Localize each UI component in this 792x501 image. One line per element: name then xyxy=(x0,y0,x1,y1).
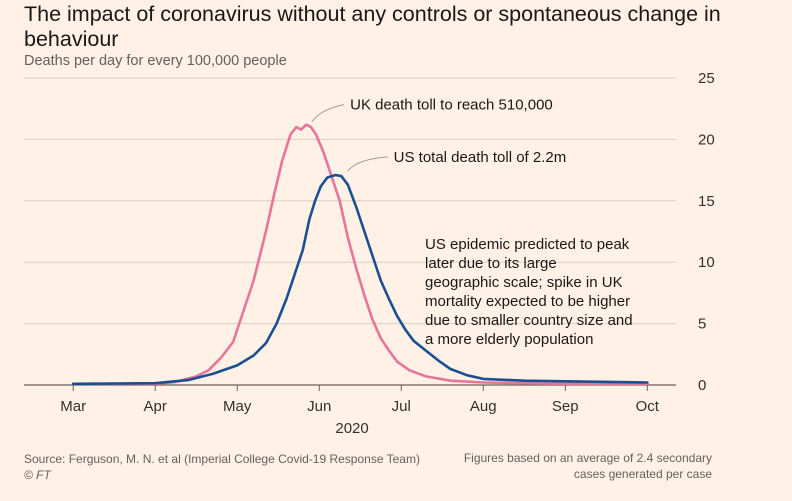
x-tick-label-may: May xyxy=(223,398,252,415)
x-year-label: 2020 xyxy=(335,420,368,437)
chart-subtitle: Deaths per day for every 100,000 people xyxy=(24,53,287,69)
y-tick-label-5: 5 xyxy=(698,316,706,333)
y-tick-label-0: 0 xyxy=(698,377,706,394)
x-tick-label-apr: Apr xyxy=(144,398,167,415)
credit-text: © FT xyxy=(24,468,51,482)
x-tick-label-mar: Mar xyxy=(60,398,86,415)
y-tick-label-20: 20 xyxy=(698,131,715,148)
annotation-arrow-us xyxy=(347,156,388,172)
annotation-arrow-uk xyxy=(311,104,345,122)
annotation-us: US total death toll of 2.2m xyxy=(394,149,567,166)
series-line-uk xyxy=(71,123,649,386)
y-tick-label-10: 10 xyxy=(698,254,715,271)
annotation-note-line-1: US epidemic predicted to peak xyxy=(425,236,630,253)
x-tick-label-aug: Aug xyxy=(470,398,497,415)
annotation-note-line-5: due to smaller country size and xyxy=(425,312,633,329)
annotation-note-line-4: mortality expected to be higher xyxy=(425,293,630,310)
source-note: Source: Ferguson, M. N. et al (Imperial … xyxy=(24,451,420,483)
annotation-uk: UK death toll to reach 510,000 xyxy=(350,97,553,114)
x-tick-label-sep: Sep xyxy=(552,398,579,415)
chart-title: The impact of coronavirus without any co… xyxy=(24,2,721,51)
annotation-note-line-6: a more elderly population xyxy=(425,331,593,348)
annotation-note-line-3: geographic scale; spike in UK xyxy=(425,274,623,291)
y-tick-label-15: 15 xyxy=(698,193,715,210)
annotation-note-line-2: later due to its large xyxy=(425,255,557,272)
footnote: Figures based on an average of 2.4 secon… xyxy=(463,451,712,481)
y-tick-label-25: 25 xyxy=(698,70,715,87)
x-tick-label-oct: Oct xyxy=(636,398,660,415)
series-line-us xyxy=(71,173,649,386)
x-tick-label-jun: Jun xyxy=(307,398,331,415)
source-text: Source: Ferguson, M. N. et al (Imperial … xyxy=(24,452,420,466)
x-tick-label-jul: Jul xyxy=(392,398,411,415)
